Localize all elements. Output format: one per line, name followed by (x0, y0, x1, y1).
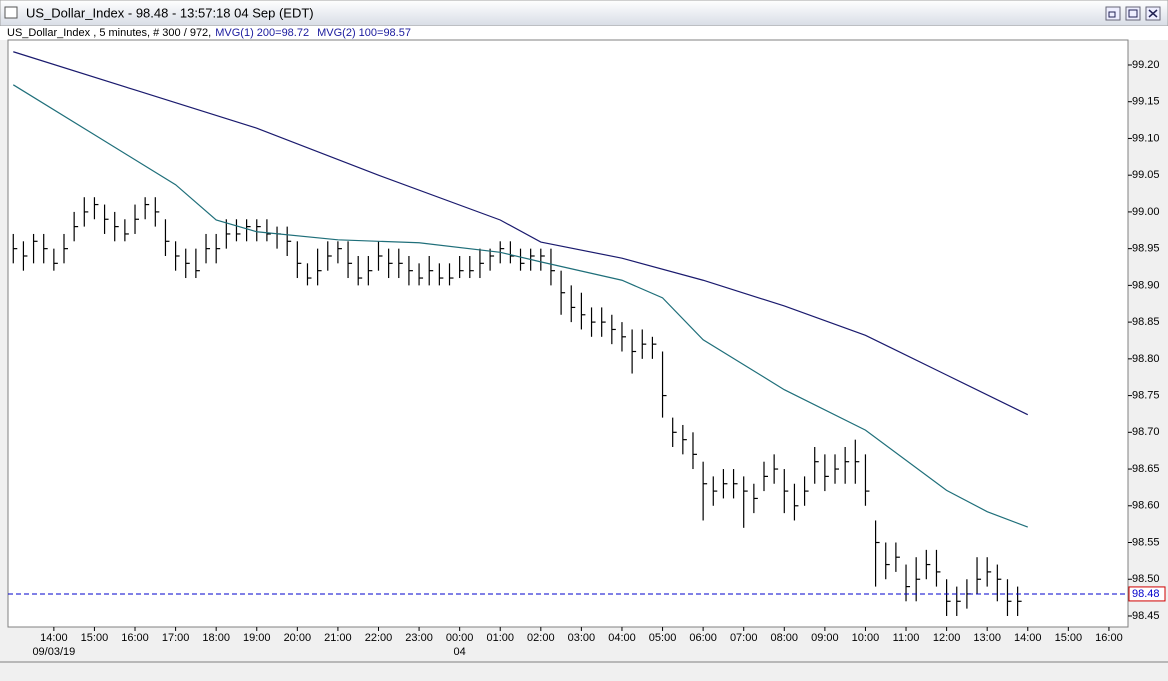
x-tick-label: 19:00 (243, 632, 271, 644)
x-tick-label: 06:00 (689, 632, 717, 644)
x-date-label: 09/03/19 (32, 646, 75, 658)
x-tick-label: 13:00 (973, 632, 1001, 644)
x-tick-label: 08:00 (771, 632, 799, 644)
window-icon (4, 6, 18, 19)
legend-entry: MVG(2) 100=98.57 (317, 27, 411, 39)
x-tick-label: 22:00 (365, 632, 393, 644)
y-tick-label: 98.80 (1132, 353, 1160, 365)
x-tick-label: 15:00 (81, 632, 109, 644)
plot-area (7, 39, 1129, 628)
x-tick-label: 02:00 (527, 632, 555, 644)
x-tick-label: 10:00 (852, 632, 880, 644)
y-tick-label: 98.95 (1132, 243, 1160, 255)
y-tick-label: 98.65 (1132, 463, 1160, 475)
x-tick-label: 23:00 (405, 632, 433, 644)
x-tick-label: 17:00 (162, 632, 190, 644)
y-tick-label: 99.20 (1132, 59, 1160, 71)
y-tick-label: 98.50 (1132, 573, 1160, 585)
y-tick-label: 98.90 (1132, 279, 1160, 291)
x-tick-label: 18:00 (202, 632, 230, 644)
moving-average-line (13, 51, 1029, 416)
x-tick-label: 09:00 (811, 632, 839, 644)
close-button[interactable] (1145, 6, 1161, 21)
restore-button[interactable] (1105, 6, 1121, 21)
maximize-button[interactable] (1125, 6, 1141, 21)
x-date-label: 04 (454, 646, 466, 658)
last-price-label: 98.48 (1132, 588, 1160, 600)
y-tick-label: 98.60 (1132, 500, 1160, 512)
x-tick-label: 16:00 (121, 632, 149, 644)
y-tick-label: 98.70 (1132, 426, 1160, 438)
y-tick-label: 99.15 (1132, 96, 1160, 108)
x-tick-label: 05:00 (649, 632, 677, 644)
y-tick-label: 98.75 (1132, 389, 1160, 401)
x-tick-label: 20:00 (284, 632, 312, 644)
x-tick-label: 16:00 (1095, 632, 1123, 644)
legend-entry: MVG(1) 200=98.72 (215, 27, 309, 39)
x-tick-label: 11:00 (893, 632, 920, 644)
window-title: US_Dollar_Index - 98.48 - 13:57:18 04 Se… (26, 5, 314, 20)
y-tick-label: 99.05 (1132, 169, 1160, 181)
info-bar (0, 26, 1168, 40)
x-tick-label: 03:00 (568, 632, 596, 644)
x-tick-label: 07:00 (730, 632, 758, 644)
x-tick-label: 01:00 (486, 632, 514, 644)
last-price-box (1128, 586, 1166, 602)
y-tick-label: 98.45 (1132, 610, 1160, 622)
x-tick-label: 14:00 (40, 632, 68, 644)
x-tick-label: 21:00 (324, 632, 352, 644)
x-tick-label: 04:00 (608, 632, 636, 644)
x-tick-label: 12:00 (933, 632, 961, 644)
x-tick-label: 14:00 (1014, 632, 1042, 644)
x-tick-label: 15:00 (1055, 632, 1083, 644)
y-tick-label: 98.85 (1132, 316, 1160, 328)
x-tick-label: 00:00 (446, 632, 474, 644)
moving-average-line (12, 84, 1028, 528)
y-tick-label: 98.55 (1132, 536, 1160, 548)
chart-subtitle: US_Dollar_Index , 5 minutes, # 300 / 972… (7, 27, 211, 39)
y-tick-label: 99.00 (1132, 206, 1160, 218)
y-tick-label: 99.10 (1132, 132, 1160, 144)
